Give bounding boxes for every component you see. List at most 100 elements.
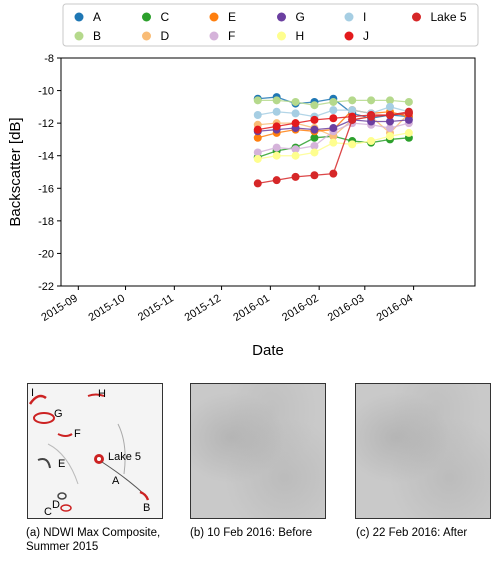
data-point [385,96,394,105]
backscatter-chart: -22 -20 -18 -16 -14 -12 -10 -8 2015-09 2015-10 201… [7,3,479,359]
data-point [404,128,413,137]
y-tick-label: -12 [38,118,54,130]
y-tick-label: -8 [44,53,54,65]
y-tick-label: -22 [38,281,54,293]
legend-label: D [161,29,170,43]
data-point [310,101,319,110]
data-point [385,111,394,119]
data-point [329,169,338,178]
data-point [404,107,413,116]
caption-a-line2: Summer 2015 [26,541,99,553]
caption-b-line1: (b) 10 Feb 2016: Before [190,527,313,539]
data-point [329,124,338,133]
legend-marker [209,12,219,22]
x-tick-label: 2016-02 [280,292,321,324]
data-point [272,151,281,160]
map-label-b: B [143,502,151,514]
before-image-panel [190,383,326,519]
data-point [385,102,394,111]
x-tick-label: 2016-01 [231,292,272,324]
data-point [404,115,413,124]
x-tick-label: 2015-09 [39,292,80,324]
data-point [329,114,338,123]
caption-b: (b) 10 Feb 2016: Before [190,526,312,540]
legend-marker [277,12,286,22]
ndwi-lake-outlines [28,393,150,512]
legend-box [62,3,479,47]
data-point [291,109,300,118]
data-point [385,124,394,133]
legend-label: Lake 5 [431,10,467,24]
data-point [310,148,319,157]
x-tick-label: 2016-04 [375,292,416,324]
data-point [253,111,262,119]
legend-label: B [93,29,101,43]
data-point [272,176,281,185]
x-axis-title: Date [252,342,284,359]
legend-marker [142,12,151,22]
legend-label: F [228,29,235,43]
legend-label: G [296,10,305,24]
y-tick-label: -20 [38,248,54,260]
data-point [310,125,319,134]
y-tick-label: -14 [38,151,54,163]
caption-c-line1: (c) 22 Feb 2016: After [356,527,468,539]
data-point [348,140,357,149]
legend-marker [344,31,354,41]
data-point [253,96,262,105]
data-point [329,106,338,115]
data-point [367,112,376,121]
series-b [253,96,413,110]
data-point [367,137,376,146]
data-point [253,148,262,157]
series-h [253,128,413,163]
y-tick-label: -16 [38,183,54,195]
data-point [348,106,357,115]
legend-label: C [161,10,170,24]
map-label-h: H [98,388,106,400]
data-point [291,97,300,106]
map-label-f: F [74,428,81,440]
map-label-c: C [44,506,52,518]
data-point [291,151,300,160]
data-point [253,125,262,134]
data-point [291,119,300,128]
data-point [291,172,300,181]
map-label-e: E [58,458,66,470]
data-point [253,133,262,142]
map-label-a: A [112,475,120,487]
legend-label: J [363,29,369,43]
map-label-d: D [52,499,60,511]
data-point [272,107,281,116]
data-point [272,96,281,105]
legend-marker [142,31,151,41]
data-point [253,154,262,163]
after-image-panel [355,383,491,519]
y-tick-label: -18 [38,216,54,228]
data-point [329,97,338,106]
legend-label: H [296,29,305,43]
data-point [367,96,376,105]
legend-label: E [228,10,236,24]
legend-label: A [93,10,101,24]
data-point [404,97,413,106]
data-point [310,115,319,124]
data-point [310,171,319,180]
data-point [291,145,300,154]
x-tick-label: 2016-03 [326,292,367,324]
data-point [253,179,262,188]
map-label-g: G [54,408,63,420]
x-tick-label: 2015-12 [183,292,224,324]
legend-marker [74,12,84,22]
map-label-lake-5: Lake 5 [108,451,142,463]
data-point [310,141,319,150]
data-point [348,96,357,105]
data-point [348,115,357,124]
legend-marker [209,31,219,41]
legend-marker [412,12,421,22]
data-point [385,132,394,141]
series-lake-5 [253,107,413,188]
legend-marker [74,31,84,41]
data-point [329,138,338,147]
x-tick-label: 2015-10 [87,292,128,324]
